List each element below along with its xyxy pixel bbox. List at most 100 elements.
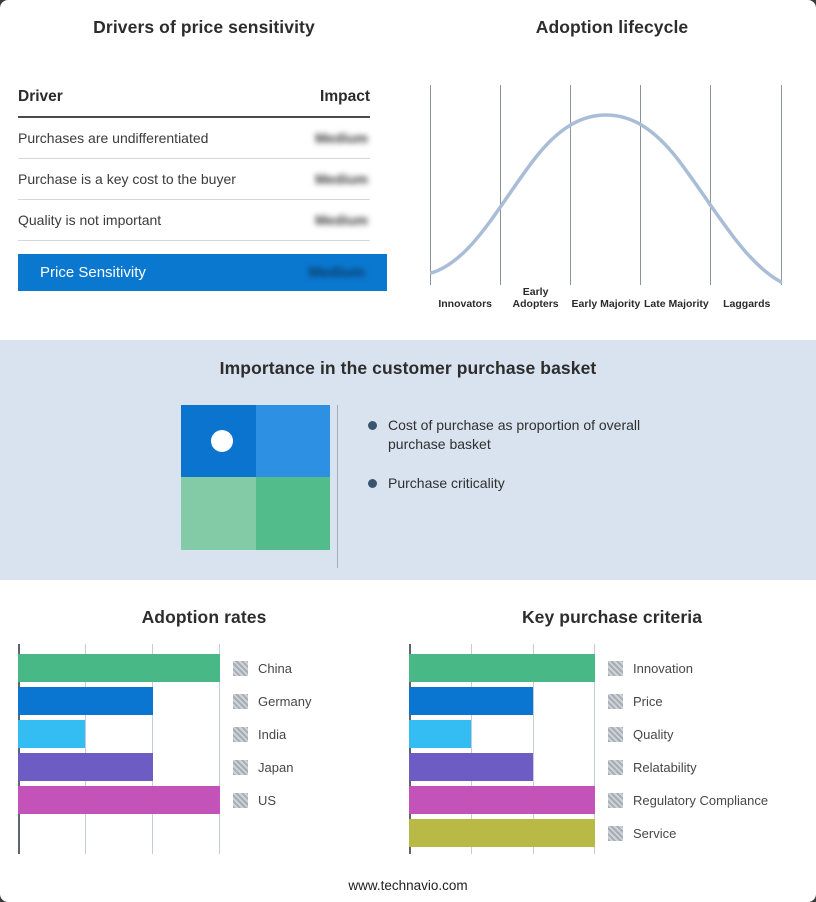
footer: www.technavio.com: [0, 870, 816, 902]
legend-item: Innovation: [608, 654, 768, 682]
adoption-rates-panel: Adoption rates China Germany India Japan US: [0, 580, 408, 870]
criteria-chart: [409, 644, 595, 854]
impact-value-redacted: Medium: [315, 171, 368, 187]
legend-item: Japan: [233, 753, 311, 781]
legend-label: Price: [633, 693, 663, 709]
lifecycle-title: Adoption lifecycle: [535, 17, 689, 37]
column-header-impact: Impact: [320, 88, 370, 105]
legend-item: India: [233, 720, 311, 748]
matrix-quadrant-bottom-left: [181, 477, 256, 550]
legend-label: Relatability: [633, 759, 697, 775]
criteria-chart-wrap: Innovation Price Quality Relatability Regula…: [408, 644, 816, 854]
lifecycle-stage-labels: Innovators Early Adopters Early Majority La…: [430, 286, 782, 311]
legend-label: US: [258, 792, 277, 808]
price-sensitivity-row: Price Sensitivity Medium: [18, 254, 387, 291]
column-header-driver: Driver: [18, 88, 63, 105]
importance-panel: Importance in the customer purchase bask…: [0, 340, 816, 580]
bar-germany: [18, 687, 153, 715]
lifecycle-stage-label: Laggards: [723, 298, 771, 311]
bell-curve: [430, 113, 782, 284]
legend-label: Service: [633, 825, 677, 841]
legend-label: Innovation: [633, 660, 693, 676]
bar-row: [409, 819, 595, 847]
price-sensitivity-impact-redacted: Medium: [308, 264, 365, 281]
lifecycle-gridlines: [430, 85, 782, 285]
legend-swatch-redacted: [608, 693, 623, 709]
bar-row: [409, 753, 595, 781]
bullet-icon: [368, 478, 377, 488]
importance-bullets: Cost of purchase as proportion of overal…: [368, 416, 652, 512]
legend-item: Quality: [608, 720, 768, 748]
bar-china: [18, 654, 220, 682]
adoption-rates-legend: China Germany India Japan US: [220, 644, 311, 854]
bar-relatability: [409, 753, 533, 781]
legend-label: Germany: [258, 693, 312, 709]
bullet-icon: [368, 421, 377, 430]
adoption-rates-title: Adoption rates: [141, 607, 267, 627]
bar-india: [18, 720, 86, 748]
matrix-quadrant-bottom-right: [256, 477, 330, 550]
legend-label: China: [258, 660, 292, 676]
drivers-table: Driver Impact Purchases are undifferenti…: [18, 88, 370, 241]
bar-service: [409, 819, 595, 847]
bullet-item: Cost of purchase as proportion of overal…: [368, 416, 652, 455]
drivers-table-header: Driver Impact: [18, 88, 370, 118]
legend-label: Japan: [258, 759, 294, 775]
bar-price: [409, 687, 533, 715]
lifecycle-curve-chart: [430, 85, 782, 285]
top-row: Drivers of price sensitivity Driver Impa…: [0, 0, 816, 340]
driver-label: Purchases are undifferentiated: [18, 130, 209, 146]
bar-row: [409, 687, 595, 715]
driver-label: Purchase is a key cost to the buyer: [18, 171, 236, 187]
legend-label: Regulatory Compliance: [633, 792, 769, 808]
lifecycle-stage-label: Early Adopters: [512, 286, 559, 311]
legend-swatch-redacted: [608, 660, 623, 676]
legend-swatch-redacted: [233, 660, 248, 676]
legend-swatch-redacted: [608, 759, 623, 775]
bar-row: [18, 753, 220, 781]
website-link[interactable]: www.technavio.com: [348, 878, 468, 893]
legend-item: Germany: [233, 687, 311, 715]
legend-swatch-redacted: [608, 726, 623, 742]
importance-title: Importance in the customer purchase bask…: [219, 358, 597, 378]
bar-row: [18, 786, 220, 814]
lifecycle-panel: Adoption lifecycle Innovators Early Adopt…: [408, 0, 816, 340]
bottom-row: Adoption rates China Germany India Japan US …: [0, 580, 816, 870]
driver-row: Purchase is a key cost to the buyer Mediu…: [18, 159, 370, 200]
bar-innovation: [409, 654, 595, 682]
bar-us: [18, 786, 220, 814]
drivers-table-rows: Purchases are undifferentiated Medium Purc…: [18, 118, 370, 241]
driver-row: Quality is not important Medium: [18, 200, 370, 241]
driver-label: Quality is not important: [18, 212, 162, 228]
bar-row: [18, 720, 220, 748]
bullet-item: Purchase criticality: [368, 474, 652, 493]
legend-label: India: [258, 726, 287, 742]
matrix-marker-dot: [211, 430, 233, 452]
purchase-criteria-panel: Key purchase criteria Innovation Price Qua…: [408, 580, 816, 870]
bar-japan: [18, 753, 153, 781]
legend-swatch-redacted: [233, 759, 248, 775]
driver-row: Purchases are undifferentiated Medium: [18, 118, 370, 159]
legend-item: Regulatory Compliance: [608, 786, 768, 814]
legend-swatch-redacted: [608, 825, 623, 841]
bar-row: [18, 654, 220, 682]
purchase-criteria-title: Key purchase criteria: [521, 607, 703, 627]
purchase-basket-matrix: [181, 405, 330, 550]
legend-swatch-redacted: [608, 792, 623, 808]
lifecycle-stage-label: Innovators: [438, 298, 493, 311]
matrix-quadrant-top-left: [181, 405, 256, 477]
bar-quality: [409, 720, 471, 748]
drivers-title: Drivers of price sensitivity: [93, 17, 315, 37]
legend-item: Relatability: [608, 753, 768, 781]
legend-item: China: [233, 654, 311, 682]
bar-row: [18, 687, 220, 715]
legend-swatch-redacted: [233, 726, 248, 742]
bar-row: [409, 720, 595, 748]
bar-regulatory-compliance: [409, 786, 595, 814]
price-sensitivity-label: Price Sensitivity: [40, 264, 146, 281]
lifecycle-stage-label: Early Majority: [571, 298, 641, 311]
legend-item: Service: [608, 819, 768, 847]
adoption-rates-chart-wrap: China Germany India Japan US: [0, 644, 408, 854]
criteria-legend: Innovation Price Quality Relatability Regula…: [595, 644, 768, 854]
